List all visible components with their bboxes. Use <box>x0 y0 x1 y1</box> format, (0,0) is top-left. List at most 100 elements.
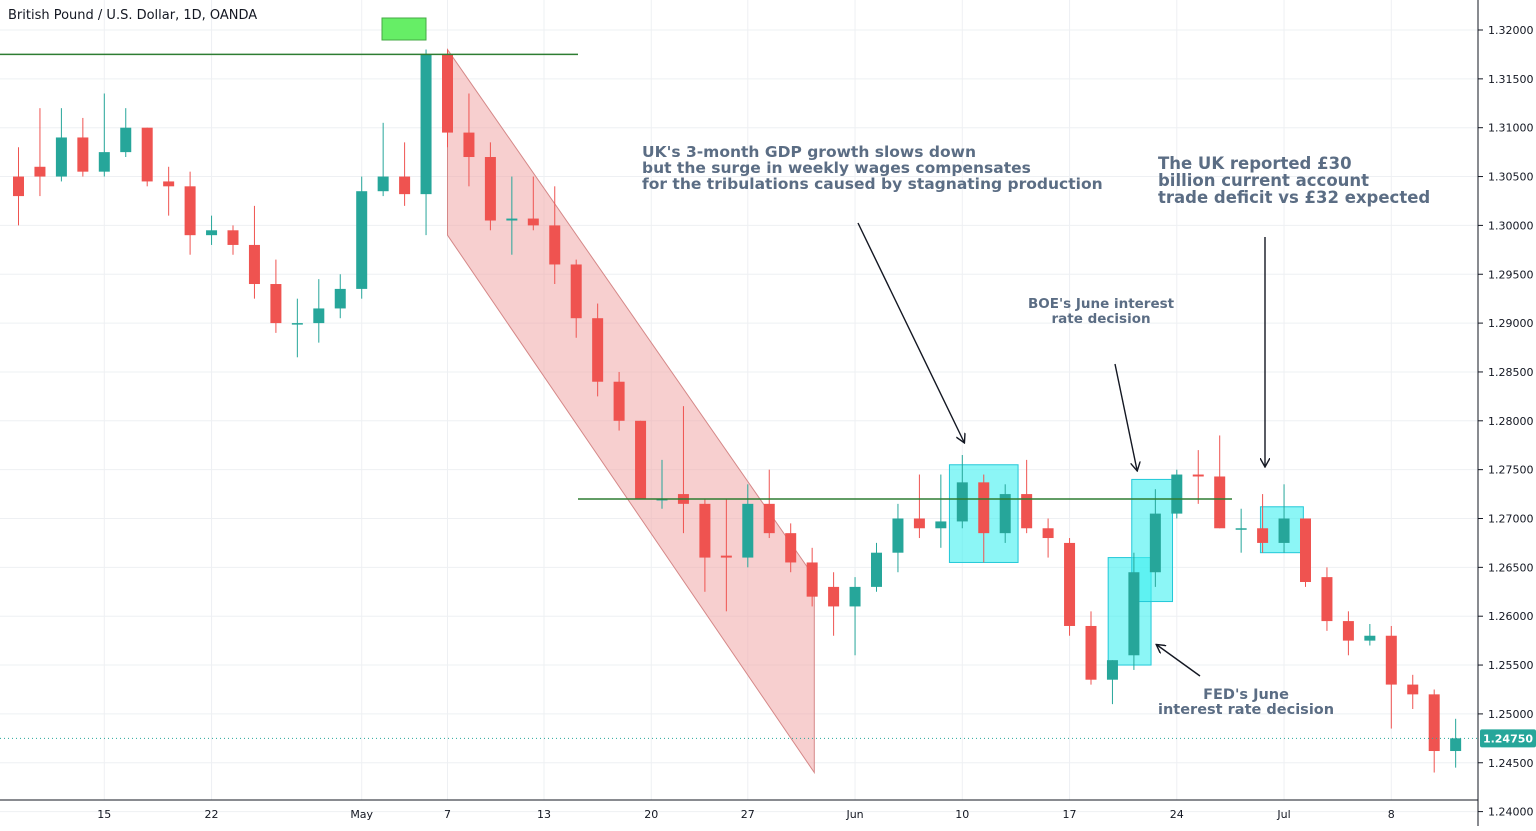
y-tick-label: 1.27500 <box>1488 464 1534 477</box>
y-tick-label: 1.24000 <box>1488 806 1534 819</box>
candle-body <box>1342 621 1354 641</box>
x-tick-label: 17 <box>1063 808 1077 821</box>
x-tick-label: 22 <box>205 808 219 821</box>
candle-body <box>849 586 861 607</box>
candle-body <box>1149 513 1161 573</box>
candle-body <box>1450 738 1462 752</box>
y-tick-label: 1.29500 <box>1488 268 1534 281</box>
candle-body <box>999 494 1011 534</box>
candle-body <box>1214 476 1226 529</box>
candle-body <box>1278 518 1290 543</box>
x-tick-label: 10 <box>955 808 969 821</box>
y-tick-label: 1.25000 <box>1488 708 1534 721</box>
y-tick-label: 1.32000 <box>1488 24 1534 37</box>
candle-body <box>484 157 496 221</box>
candle-body <box>592 318 604 382</box>
x-tick-label: Jul <box>1276 808 1290 821</box>
candle-body <box>1257 528 1269 543</box>
candle-body <box>77 137 89 172</box>
candle-body <box>1064 542 1076 626</box>
candle-body <box>763 503 775 534</box>
trade-deficit-annotation: The UK reported £30 billion current acco… <box>1158 154 1431 207</box>
x-tick-label: 20 <box>644 808 658 821</box>
candle-body <box>399 176 411 195</box>
candles <box>13 49 1462 773</box>
gdp-arrow <box>857 222 964 442</box>
symbol-title[interactable]: British Pound / U.S. Dollar, 1D, OANDA <box>8 8 258 23</box>
x-tick-label: Jun <box>845 808 863 821</box>
candle-body <box>34 166 46 177</box>
candle-body <box>635 420 647 499</box>
candle-body <box>956 482 968 522</box>
y-tick-label: 1.24500 <box>1488 757 1534 770</box>
candle-body <box>1128 572 1140 656</box>
boe-annotation: BOE's June interest rate decision <box>1028 296 1175 327</box>
fed-annotation: FED's June interest rate decision <box>1158 687 1335 718</box>
candle-body <box>1042 528 1054 539</box>
candle-body <box>206 230 218 236</box>
x-tick-label: 15 <box>97 808 111 821</box>
y-tick-label: 1.31500 <box>1488 73 1534 86</box>
candle-body <box>785 533 797 563</box>
candle-body <box>313 308 325 324</box>
x-tick-label: May <box>350 808 373 821</box>
candle-body <box>442 54 453 133</box>
candle-body <box>1428 694 1440 752</box>
x-tick-label: 27 <box>741 808 755 821</box>
candle-body <box>978 482 990 534</box>
candle-body <box>377 176 389 192</box>
candle-body <box>506 218 518 221</box>
price-tag-label: 1.24750 <box>1483 732 1533 745</box>
candle-body <box>1192 474 1204 477</box>
candle-body <box>1021 494 1033 529</box>
candle-body <box>291 323 303 325</box>
drawings-foreground <box>0 17 1478 739</box>
x-tick-label: 7 <box>444 808 451 821</box>
candle-body <box>248 244 260 285</box>
falling-channel <box>447 47 815 775</box>
candle-body <box>871 552 882 587</box>
candle-body <box>1385 635 1397 685</box>
candle-body <box>935 521 947 529</box>
candle-body <box>227 230 239 245</box>
candle-body <box>1235 528 1247 530</box>
y-tick-label: 1.29000 <box>1488 317 1534 330</box>
grid-lines <box>0 0 1478 813</box>
candle-body <box>1364 635 1376 641</box>
candle-body <box>141 127 153 182</box>
candle-body <box>120 127 132 153</box>
y-tick-label: 1.28500 <box>1488 366 1534 379</box>
y-tick-label: 1.27000 <box>1488 513 1534 526</box>
candle-body <box>613 381 625 421</box>
candle-body <box>699 503 711 558</box>
candle-body <box>163 181 175 187</box>
candle-body <box>270 284 282 324</box>
candle-body <box>892 518 904 553</box>
candle-body <box>1106 660 1118 680</box>
peak-marker <box>381 17 427 41</box>
candle-body <box>13 176 24 197</box>
x-tick-label: 24 <box>1170 808 1184 821</box>
boe-arrow <box>1114 363 1137 470</box>
y-tick-label: 1.25500 <box>1488 659 1534 672</box>
y-tick-label: 1.30000 <box>1488 219 1534 232</box>
candle-body <box>184 186 196 236</box>
candle-body <box>828 586 840 607</box>
candle-body <box>1407 684 1419 695</box>
candle-body <box>1085 625 1097 680</box>
candle-body <box>55 137 67 177</box>
gdp-annotation: UK's 3-month GDP growth slows down but t… <box>642 143 1103 193</box>
candle-body <box>463 132 475 158</box>
candle-body <box>1171 474 1183 514</box>
x-tick-label: 8 <box>1388 808 1395 821</box>
candle-body <box>1321 577 1333 622</box>
candle-body <box>806 562 818 597</box>
candle-body <box>356 191 368 289</box>
candle-body <box>913 518 925 529</box>
fed-arrow <box>1157 645 1201 677</box>
y-tick-label: 1.28000 <box>1488 415 1534 428</box>
candle-body <box>98 152 110 172</box>
candle-body <box>1300 518 1311 583</box>
